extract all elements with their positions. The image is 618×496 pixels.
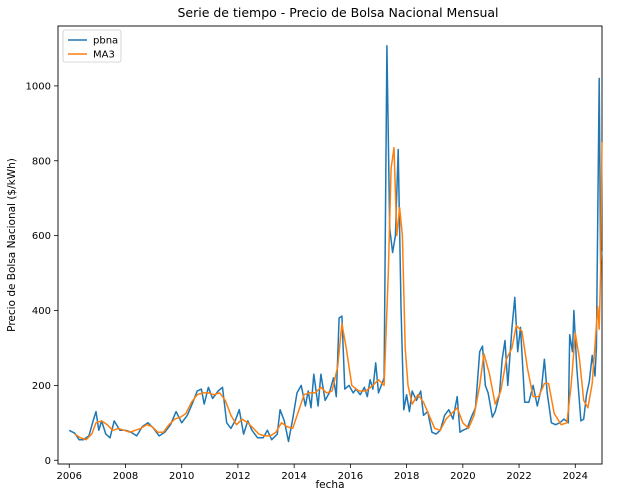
chart-title: Serie de tiempo - Precio de Bolsa Nacion… [177,5,498,20]
series-layer [68,45,603,443]
x-tick-label: 2022 [506,471,531,482]
y-axis: 0 200 400 600 800 1000 [26,81,58,467]
series-line-ma3 [74,142,603,441]
x-tick-label: 2014 [281,471,306,482]
plot-area: 2006 2008 2010 2012 2014 2016 2018 2020 2022 2024… [26,25,603,482]
x-axis-label: fecha [315,479,344,491]
x-tick-label: 2024 [563,471,588,482]
y-tick-label: 200 [32,381,51,392]
x-tick-label: 2016 [338,471,363,482]
x-axis: 2006 2008 2010 2012 2014 2016 2018 2020 2022 2024 [57,464,588,482]
legend: pbna MA3 [62,29,122,63]
y-tick-label: 600 [32,231,51,242]
y-axis-label: Precio de Bolsa Nacional ($/kWh) [6,158,18,332]
y-tick-label: 800 [32,156,51,167]
y-tick-label: 0 [45,456,51,467]
legend-label-ma3: MA3 [93,50,115,61]
series-line-pbna [68,45,603,443]
x-tick-label: 2010 [169,471,194,482]
x-tick-label: 2020 [450,471,475,482]
x-tick-label: 2008 [113,471,138,482]
y-tick-label: 1000 [26,81,51,92]
x-tick-label: 2018 [394,471,419,482]
x-tick-label: 2012 [225,471,250,482]
x-tick-label: 2006 [57,471,82,482]
legend-label-pbna: pbna [93,36,118,47]
y-tick-label: 400 [32,306,51,317]
plot-frame [57,25,603,465]
